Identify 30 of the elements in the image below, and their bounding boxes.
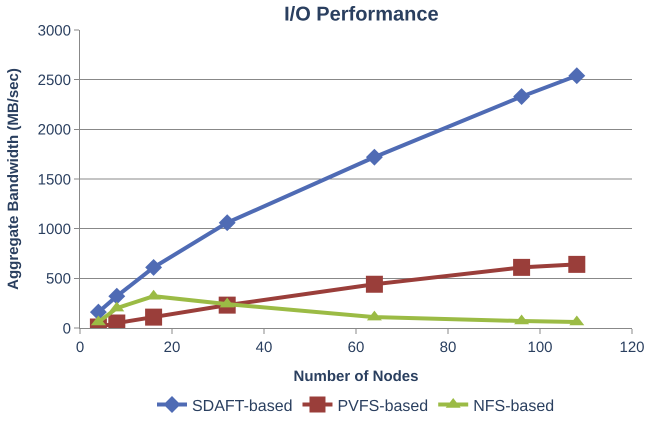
y-tick-label: 0 bbox=[62, 320, 71, 338]
y-tick-label: 3000 bbox=[38, 22, 71, 40]
y-tick-label: 1500 bbox=[38, 171, 71, 188]
point bbox=[568, 67, 586, 84]
point bbox=[366, 148, 383, 166]
point bbox=[108, 288, 126, 305]
chart-title: I/O Performance bbox=[284, 4, 439, 26]
legend-label: NFS-based bbox=[473, 398, 554, 415]
y-tick-label: 1000 bbox=[38, 220, 71, 238]
x-tick-label: 60 bbox=[348, 339, 364, 356]
x-tick-label: 80 bbox=[440, 339, 456, 356]
x-axis-title: Number of Nodes bbox=[293, 368, 419, 385]
point bbox=[568, 256, 586, 273]
point bbox=[145, 308, 162, 326]
y-tick-label: 2500 bbox=[38, 72, 71, 89]
legend-label: PVFS-based bbox=[337, 398, 428, 415]
x-tick-label: 20 bbox=[164, 339, 180, 356]
x-tick-label: 0 bbox=[76, 339, 84, 356]
point bbox=[366, 276, 383, 293]
x-tick-label: 100 bbox=[527, 339, 553, 356]
point bbox=[218, 214, 236, 232]
y-tick-label: 500 bbox=[46, 270, 71, 288]
point bbox=[513, 88, 530, 105]
point bbox=[513, 258, 530, 276]
x-tick-label: 40 bbox=[256, 339, 272, 356]
y-tick-label: 2000 bbox=[38, 122, 71, 139]
point bbox=[145, 258, 162, 276]
y-axis-title: Aggregate Bandwidth (MB/sec) bbox=[4, 68, 22, 290]
legend-label: SDAFT-based bbox=[192, 398, 292, 415]
x-tick-label: 120 bbox=[619, 339, 645, 356]
